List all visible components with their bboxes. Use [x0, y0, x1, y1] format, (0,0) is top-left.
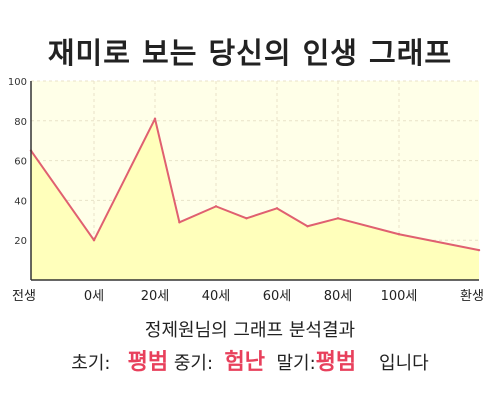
data-point — [153, 117, 157, 121]
ending-text: 입니다 — [379, 353, 429, 374]
x-tick-label: 60세 — [263, 289, 292, 304]
data-point — [336, 217, 340, 220]
y-tick-label: 20 — [14, 236, 27, 247]
analysis-caption: 정제원님의 그래프 분석결과 — [144, 320, 356, 341]
early-value: 평범 — [127, 350, 169, 375]
y-tick-label: 40 — [14, 196, 27, 207]
data-point — [178, 221, 181, 224]
x-tick-label: 40세 — [202, 289, 231, 304]
data-point — [245, 217, 248, 220]
mid-value: 험난 — [224, 350, 265, 375]
data-point — [477, 248, 481, 252]
x-tick-label: 환생 — [460, 289, 484, 304]
y-tick-label: 60 — [14, 157, 27, 168]
x-tick-label: 0세 — [84, 289, 104, 304]
late-label: 말기: — [276, 353, 316, 374]
y-tick-label: 80 — [14, 117, 27, 128]
x-tick-label: 20세 — [141, 289, 170, 304]
series-area — [31, 118, 479, 280]
y-tick-label: 100 — [8, 77, 27, 88]
x-tick-label: 100세 — [381, 289, 418, 304]
data-point — [214, 205, 218, 208]
x-tick-label: 전생 — [12, 289, 36, 304]
mid-label: 중기: — [173, 353, 214, 374]
x-tick-label: 80세 — [324, 289, 353, 304]
early-label: 초기: — [71, 353, 111, 374]
data-point — [397, 233, 401, 236]
data-point — [275, 207, 279, 210]
data-point — [92, 239, 96, 242]
chart-title: 재미로 보는 당신의 인생 그래프 — [47, 36, 453, 70]
analysis-result: 초기: 평범 중기: 험난 말기:평범 입니다 — [0, 346, 500, 381]
late-value: 평범 — [315, 350, 357, 375]
data-point — [306, 225, 309, 228]
